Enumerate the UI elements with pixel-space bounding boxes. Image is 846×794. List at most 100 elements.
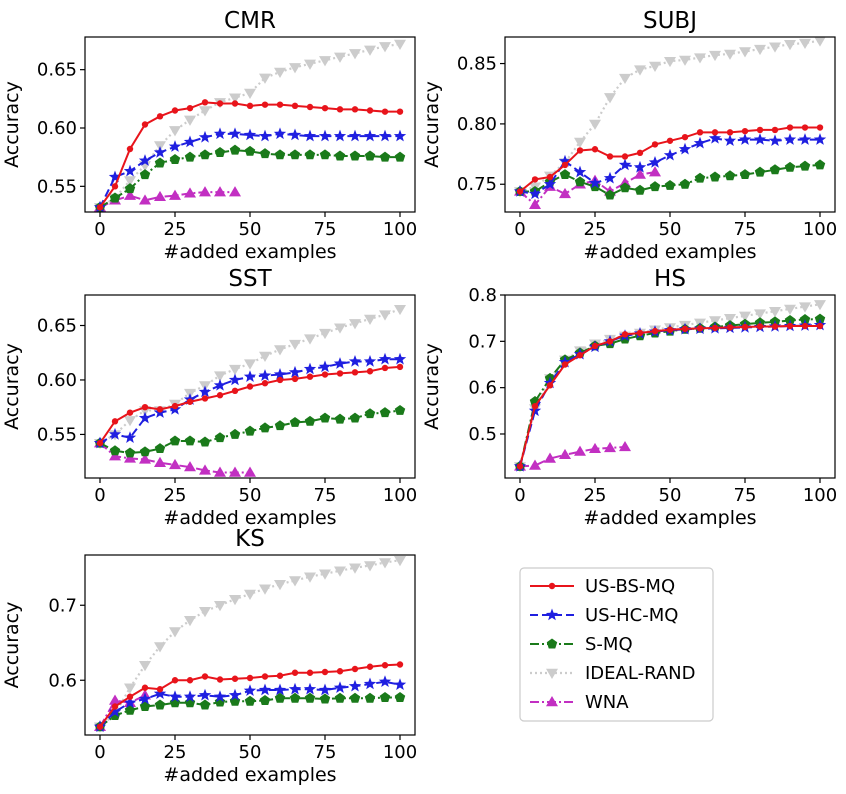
y-tick-label: 0.6 — [468, 378, 497, 399]
chart-panel-cmr: CMR 0 25 50 75 100 0.55 0.60 0.65 #added examples… — [1, 8, 417, 263]
data-point-us-bs-mq — [306, 373, 314, 380]
data-point-s-mq — [244, 695, 256, 706]
x-axis-label: #added examples — [163, 507, 336, 529]
legend-label: IDEAL-RAND — [585, 663, 695, 684]
data-point-s-mq — [334, 150, 346, 161]
data-point-us-hc-mq — [753, 133, 767, 145]
y-tick-label: 0.7 — [468, 331, 497, 352]
data-point-us-bs-mq — [606, 338, 614, 345]
data-point-s-mq — [184, 435, 196, 446]
data-point-us-bs-mq — [591, 342, 599, 350]
data-point-s-mq — [124, 183, 136, 194]
y-axis-label: Accuracy — [1, 81, 23, 168]
data-point-ideal-rand — [289, 576, 301, 587]
data-point-us-hc-mq — [708, 131, 722, 144]
data-point-us-bs-mq — [321, 104, 329, 112]
data-point-wna — [559, 187, 571, 199]
x-tick-label: 25 — [164, 219, 187, 240]
data-point-s-mq — [349, 412, 361, 423]
series-group — [93, 556, 407, 733]
data-point-ideal-rand — [394, 304, 406, 316]
x-tick-label: 75 — [314, 742, 337, 763]
data-point-us-bs-mq — [231, 387, 239, 395]
data-point-s-mq — [679, 178, 691, 189]
y-tick-label: 0.75 — [457, 174, 497, 195]
x-tick-label: 0 — [94, 219, 105, 240]
y-tick-label: 0.6 — [48, 670, 77, 691]
data-point-us-bs-mq — [681, 133, 689, 141]
data-point-us-hc-mq — [138, 692, 152, 705]
x-tick-label: 0 — [94, 742, 105, 763]
data-point-wna — [214, 186, 226, 197]
data-point-us-bs-mq — [561, 161, 569, 169]
data-point-ideal-rand — [199, 106, 211, 117]
data-point-ideal-rand — [349, 49, 361, 60]
data-point-s-mq — [319, 412, 331, 423]
data-point-us-hc-mq — [228, 373, 242, 386]
data-point-us-hc-mq — [528, 187, 542, 200]
data-point-ideal-rand — [694, 53, 706, 64]
data-point-wna — [154, 190, 166, 202]
data-point-ideal-rand — [229, 364, 241, 376]
y-axis-label: Accuracy — [1, 602, 23, 689]
data-point-s-mq — [154, 443, 166, 454]
x-axis-label: #added examples — [583, 507, 756, 529]
data-point-us-hc-mq — [318, 360, 332, 373]
data-point-us-hc-mq — [123, 431, 137, 443]
data-point-s-mq — [319, 149, 331, 160]
data-point-s-mq — [229, 144, 241, 155]
chart-title: CMR — [224, 8, 276, 34]
data-point-us-bs-mq — [621, 153, 629, 160]
data-point-wna — [244, 466, 256, 477]
data-point-wna — [559, 448, 571, 460]
data-point-s-mq — [169, 154, 181, 164]
data-point-s-mq — [379, 692, 391, 702]
data-point-us-bs-mq — [111, 183, 119, 190]
data-point-s-mq — [334, 692, 346, 703]
data-point-us-bs-mq — [306, 103, 314, 111]
data-point-us-hc-mq — [198, 130, 212, 143]
data-point-ideal-rand — [124, 683, 136, 694]
data-point-us-hc-mq — [348, 354, 362, 367]
data-point-ideal-rand — [739, 311, 751, 322]
chart-title: KS — [235, 526, 265, 552]
data-point-us-bs-mq — [621, 331, 629, 338]
y-tick-label: 0.55 — [37, 424, 77, 445]
data-point-us-hc-mq — [303, 682, 317, 695]
data-point-us-bs-mq — [786, 124, 794, 131]
series-group — [93, 304, 407, 477]
data-point-ideal-rand — [739, 47, 751, 58]
data-point-us-hc-mq — [288, 128, 302, 141]
data-point-us-bs-mq — [291, 375, 299, 383]
x-tick-label: 50 — [239, 219, 262, 240]
data-point-ideal-rand — [154, 642, 166, 653]
chart-title: HS — [654, 266, 686, 292]
data-point-wna — [544, 452, 556, 463]
data-point-us-bs-mq — [171, 402, 179, 410]
data-point-ideal-rand — [664, 56, 676, 68]
data-point-us-hc-mq — [543, 177, 557, 190]
data-point-us-bs-mq — [366, 368, 374, 375]
data-point-wna — [214, 466, 226, 477]
data-point-us-hc-mq — [618, 158, 632, 171]
data-point-us-hc-mq — [633, 160, 647, 173]
data-point-us-bs-mq — [531, 176, 539, 183]
data-point-wna — [574, 445, 586, 456]
data-point-us-hc-mq — [303, 362, 317, 375]
y-tick-label: 0.7 — [48, 595, 77, 616]
data-point-us-bs-mq — [246, 102, 254, 110]
data-point-us-bs-mq — [546, 382, 554, 389]
data-point-ideal-rand — [814, 37, 826, 47]
data-point-us-bs-mq — [321, 371, 329, 378]
data-point-s-mq — [814, 159, 826, 170]
data-point-us-hc-mq — [393, 678, 407, 691]
y-tick-label: 0.85 — [457, 54, 497, 75]
x-tick-label: 100 — [803, 485, 837, 506]
data-point-us-hc-mq — [363, 129, 377, 142]
legend-entry-wna: WNA — [530, 692, 629, 713]
data-point-us-hc-mq — [678, 142, 692, 155]
data-point-us-bs-mq — [126, 409, 134, 416]
data-point-wna — [169, 189, 181, 200]
data-point-s-mq — [319, 693, 331, 704]
data-point-us-bs-mq — [396, 661, 404, 668]
